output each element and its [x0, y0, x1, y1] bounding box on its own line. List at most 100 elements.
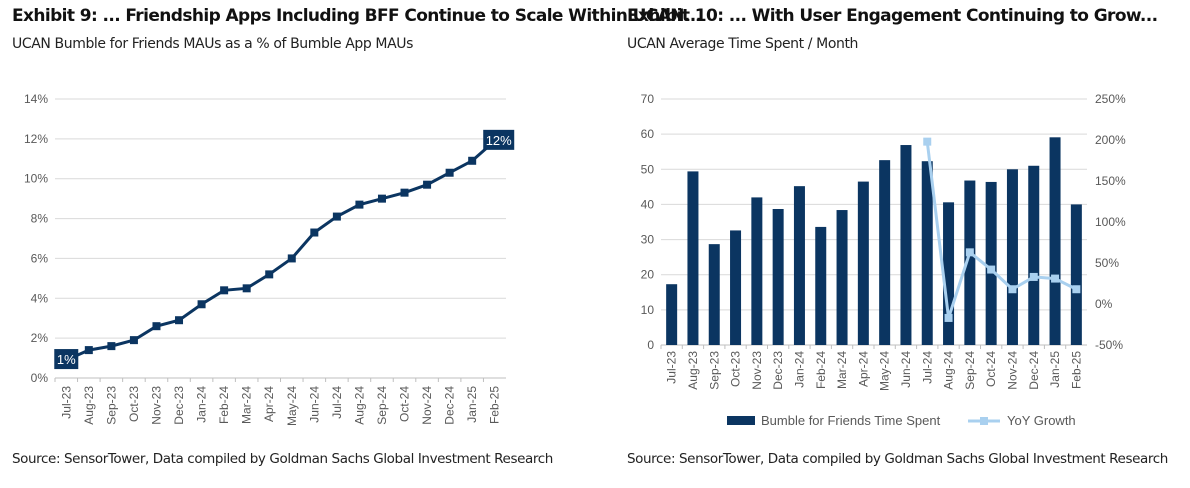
right-source: Source: SensorTower, Data compiled by Go… [627, 451, 1168, 467]
x-tick-label: Dec-23 [771, 351, 785, 390]
data-point [220, 286, 229, 295]
data-label: 12% [486, 133, 512, 148]
yoy-point [987, 265, 996, 274]
bar [666, 284, 678, 345]
y-left-tick-label: 40 [641, 197, 655, 211]
y-left-tick-label: 70 [641, 92, 655, 106]
left-chart-title: Exhibit 9: ... Friendship Apps Including… [12, 6, 702, 26]
bar [857, 181, 869, 345]
bar [815, 226, 827, 345]
data-point [377, 194, 386, 203]
y-left-tick-label: 10 [641, 303, 655, 317]
x-tick-label: Aug-24 [942, 351, 956, 390]
data-point [107, 342, 116, 351]
y-right-tick-label: -50% [1095, 338, 1123, 352]
legend-label: Bumble for Friends Time Spent [761, 413, 941, 428]
line-series [65, 139, 496, 362]
y-right-tick-label: 250% [1095, 92, 1126, 106]
y-right-tick-label: 50% [1095, 256, 1119, 270]
y-tick-label: 2% [31, 331, 49, 345]
yoy-point [923, 137, 932, 146]
data-point [332, 212, 341, 221]
data-point [310, 228, 319, 237]
bar [793, 186, 805, 345]
x-tick-label: Jul-24 [330, 386, 344, 419]
data-point [242, 284, 251, 293]
x-tick-label: Jul-23 [665, 351, 679, 384]
y-tick-label: 6% [31, 251, 49, 265]
data-point [265, 270, 274, 279]
bar [836, 210, 848, 345]
x-tick-label: Aug-23 [686, 351, 700, 390]
x-tick-label: Feb-25 [488, 386, 502, 424]
legend-label: YoY Growth [1007, 413, 1076, 428]
data-point [468, 156, 477, 165]
left-source: Source: SensorTower, Data compiled by Go… [12, 451, 553, 467]
x-tick-label: Sep-24 [963, 351, 977, 390]
x-tick-label: Feb-24 [814, 351, 828, 389]
data-point [175, 316, 184, 325]
y-tick-label: 4% [31, 291, 49, 305]
x-tick-label: Jan-24 [195, 386, 209, 423]
y-tick-label: 10% [24, 172, 48, 186]
x-tick-label: Jan-25 [1048, 351, 1062, 388]
x-tick-label: Jan-24 [792, 351, 806, 388]
y-left-tick-label: 20 [641, 268, 655, 282]
x-tick-label: Oct-24 [984, 351, 998, 387]
x-tick-label: Nov-23 [750, 351, 764, 390]
x-tick-label: Nov-24 [1005, 351, 1019, 390]
left-chart-subtitle: UCAN Bumble for Friends MAUs as a % of B… [12, 36, 414, 52]
x-tick-label: Feb-25 [1069, 351, 1083, 389]
data-point [152, 322, 161, 331]
y-right-tick-label: 150% [1095, 174, 1126, 188]
x-tick-label: Oct-23 [729, 351, 743, 387]
data-point [129, 336, 138, 345]
data-point [445, 168, 454, 177]
x-tick-label: Sep-24 [375, 386, 389, 425]
bar [730, 230, 742, 345]
right-chart-subtitle: UCAN Average Time Spent / Month [627, 36, 859, 52]
bar [751, 197, 763, 345]
bar [708, 244, 720, 345]
bar [687, 171, 699, 345]
data-label-box [54, 349, 79, 370]
yoy-point [1029, 272, 1038, 281]
x-tick-label: Jul-23 [59, 386, 73, 419]
bar [772, 208, 784, 345]
bar [1028, 165, 1040, 345]
bar [1070, 204, 1082, 345]
x-tick-label: Oct-24 [398, 386, 412, 422]
right-chart-title: Exhibit 10: ... With User Engagement Con… [627, 6, 1158, 26]
yoy-point [965, 248, 974, 257]
x-tick-label: May-24 [878, 351, 892, 391]
yoy-point [944, 313, 953, 322]
x-tick-label: Dec-24 [1027, 351, 1041, 390]
yoy-point [1051, 274, 1060, 283]
legend-swatch-bar [727, 416, 755, 425]
data-label-box [483, 129, 515, 150]
x-tick-label: Apr-24 [262, 386, 276, 422]
y-tick-label: 14% [24, 92, 48, 106]
y-right-tick-label: 0% [1095, 297, 1113, 311]
bar [985, 181, 997, 345]
x-tick-label: Mar-24 [835, 351, 849, 389]
x-tick-label: Sep-23 [104, 386, 118, 425]
y-tick-label: 12% [24, 132, 48, 146]
data-point [400, 188, 409, 197]
x-tick-label: Dec-24 [443, 386, 457, 425]
bar [1049, 137, 1061, 345]
x-tick-label: Sep-23 [707, 351, 721, 390]
x-tick-label: Nov-24 [420, 386, 434, 425]
x-tick-label: Jun-24 [307, 386, 321, 423]
y-right-tick-label: 100% [1095, 215, 1126, 229]
data-point [197, 300, 206, 309]
x-tick-label: Jun-24 [899, 351, 913, 388]
x-tick-label: Aug-24 [352, 386, 366, 425]
x-tick-label: Feb-24 [217, 386, 231, 424]
data-label: 1% [57, 352, 76, 367]
y-left-tick-label: 50 [641, 162, 655, 176]
x-tick-label: Apr-24 [856, 351, 870, 387]
y-tick-label: 8% [31, 212, 49, 226]
y-tick-label: 0% [31, 371, 49, 385]
